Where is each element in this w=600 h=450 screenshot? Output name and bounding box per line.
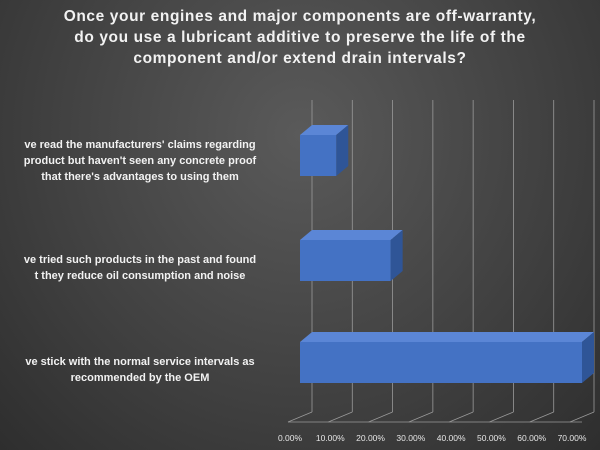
category-label: product but haven't seen any concrete pr… [24, 155, 257, 167]
category-label: that there's advantages to using them [41, 171, 239, 183]
bar-top [300, 230, 403, 240]
gridline-floor [489, 411, 514, 423]
x-tick-label: 40.00% [437, 433, 466, 443]
x-tick-label: 0.00% [278, 433, 303, 443]
bar-side [336, 125, 349, 176]
bar-front [300, 135, 337, 176]
x-tick-label: 60.00% [517, 433, 546, 443]
bar [300, 230, 403, 281]
x-tick-label: 10.00% [316, 433, 345, 443]
gridline-floor [287, 411, 313, 423]
x-tick-label: 50.00% [477, 433, 506, 443]
gridline-floor [368, 411, 393, 423]
x-axis-ticks: 0.00% 10.00% 20.00% 30.00% 40.00% 50.00% 60.00… [278, 433, 587, 443]
gridline-floor [529, 411, 554, 423]
bar-front [300, 342, 582, 383]
category-label: ve stick with the normal service interva… [25, 356, 254, 368]
x-tick-label: 70.00% [558, 433, 587, 443]
bar-side [582, 332, 594, 383]
category-label: t they reduce oil consumption and noise [35, 270, 246, 282]
bar-top [300, 125, 349, 135]
category-label: ve tried such products in the past and f… [24, 254, 256, 266]
category-label: recommended by the OEM [71, 372, 210, 384]
category-labels: ve read the manufacturers' claims regard… [24, 139, 257, 384]
gridline-floor [448, 411, 474, 423]
gridline-floor [408, 411, 434, 423]
x-tick-label: 30.00% [396, 433, 425, 443]
gridline-floor [328, 411, 353, 423]
bar [300, 125, 349, 176]
bar-front [300, 240, 391, 281]
bar-top [300, 332, 594, 342]
category-label: ve read the manufacturers' claims regard… [24, 139, 255, 151]
chart-title: Once your engines and major components a… [63, 8, 537, 67]
bar [300, 332, 594, 383]
bars [300, 125, 594, 383]
gridline-floor [569, 411, 595, 423]
x-tick-label: 20.00% [356, 433, 385, 443]
bar-side [390, 230, 403, 281]
